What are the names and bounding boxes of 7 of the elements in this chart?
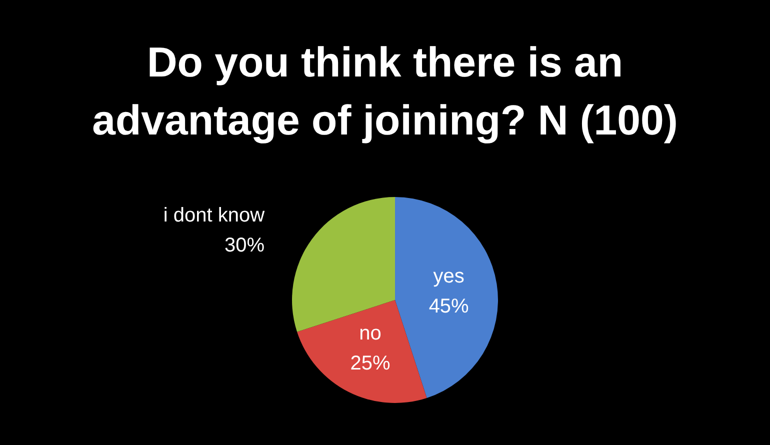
slice-label: no bbox=[359, 322, 382, 345]
slice-label: yes bbox=[433, 265, 464, 288]
data-label: 30% bbox=[224, 234, 265, 257]
data-label: 45% bbox=[428, 295, 470, 318]
chart-title: Do you think there is an advantage of joining? N (100) bbox=[92, 38, 678, 144]
data-label: 25% bbox=[350, 352, 390, 375]
slice-label: i dont know bbox=[163, 204, 266, 227]
